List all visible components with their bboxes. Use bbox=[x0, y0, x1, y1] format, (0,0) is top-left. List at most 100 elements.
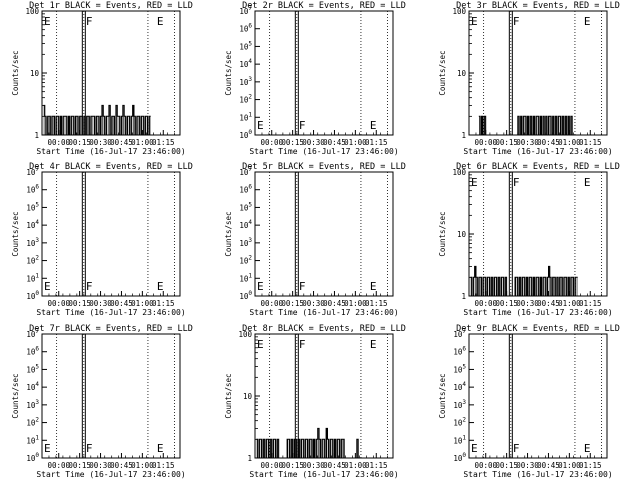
y-tick-exponent: 2 bbox=[248, 255, 252, 262]
y-tick-exponent: 5 bbox=[462, 363, 466, 370]
y-tick-label: 100 bbox=[239, 129, 252, 140]
y-tick-label: 102 bbox=[239, 94, 252, 105]
y-tick-label: 10 bbox=[457, 69, 467, 78]
x-tick-label: 00:15 bbox=[495, 138, 518, 147]
y-tick-exponent: 4 bbox=[248, 58, 252, 65]
series-line bbox=[43, 104, 151, 136]
series-line bbox=[478, 115, 574, 136]
y-tick-label: 104 bbox=[239, 58, 252, 69]
marker-e-right: E bbox=[157, 442, 164, 455]
marker-f: F bbox=[86, 280, 93, 293]
x-axis-label: Start Time (16-Jul-17 23:46:00) bbox=[36, 147, 185, 156]
y-axis-label: Counts/sec bbox=[224, 211, 233, 256]
x-axis-label: Start Time (16-Jul-17 23:46:00) bbox=[36, 470, 185, 479]
x-tick-label: 01:15 bbox=[579, 299, 602, 308]
x-tick-label: 00:15 bbox=[68, 299, 91, 308]
y-axis-label: Counts/sec bbox=[438, 211, 447, 256]
y-tick-label: 105 bbox=[453, 363, 466, 374]
marker-f: F bbox=[299, 280, 306, 293]
x-tick-label: 00:30 bbox=[89, 461, 112, 470]
marker-e-left: E bbox=[471, 176, 478, 189]
y-tick-exponent: 5 bbox=[248, 40, 252, 47]
y-tick-exponent: 1 bbox=[248, 111, 252, 118]
plot-frame bbox=[41, 171, 181, 297]
y-axis-label: Counts/sec bbox=[438, 50, 447, 95]
x-tick-label: 00:00 bbox=[47, 461, 70, 470]
y-tick-exponent: 7 bbox=[35, 166, 39, 173]
plot-frame bbox=[254, 10, 394, 136]
panel-det-1: Det 1r BLACK = Events, RED = LLD E F E 1 10 10… bbox=[11, 1, 193, 156]
y-tick-label: 10 bbox=[243, 392, 253, 401]
y-tick-exponent: 0 bbox=[248, 290, 252, 297]
marker-e-right: E bbox=[157, 15, 164, 28]
y-tick-exponent: 1 bbox=[462, 434, 466, 441]
panel-title: Det 1r BLACK = Events, RED = LLD bbox=[29, 1, 193, 11]
x-tick-label: 00:00 bbox=[474, 461, 497, 470]
x-tick-label: 01:00 bbox=[558, 299, 581, 308]
y-tick-exponent: 1 bbox=[35, 272, 39, 279]
y-tick-exponent: 7 bbox=[462, 328, 466, 335]
y-tick-label: 103 bbox=[26, 237, 39, 248]
y-tick-label: 100 bbox=[453, 452, 466, 463]
y-tick-label: 107 bbox=[239, 5, 252, 16]
x-axis-label: Start Time (16-Jul-17 23:46:00) bbox=[463, 147, 612, 156]
x-tick-label: 00:45 bbox=[110, 138, 133, 147]
y-tick-exponent: 3 bbox=[35, 399, 39, 406]
y-tick-label: 10 bbox=[457, 230, 467, 239]
panel-det-3: Det 3r BLACK = Events, RED = LLD E F E 1 10 10… bbox=[438, 1, 620, 156]
y-axis-label: Counts/sec bbox=[224, 373, 233, 418]
x-tick-label: 01:00 bbox=[344, 138, 367, 147]
y-tick-label: 106 bbox=[453, 346, 466, 357]
panel-title: Det 8r BLACK = Events, RED = LLD bbox=[242, 324, 406, 334]
y-tick-exponent: 1 bbox=[248, 272, 252, 279]
y-tick-exponent: 4 bbox=[462, 381, 466, 388]
marker-e-left: E bbox=[44, 442, 51, 455]
y-tick-exponent: 2 bbox=[35, 417, 39, 424]
marker-f: F bbox=[86, 442, 93, 455]
plot-frame bbox=[468, 333, 608, 459]
y-tick-exponent: 3 bbox=[462, 399, 466, 406]
x-tick-label: 00:15 bbox=[281, 299, 304, 308]
y-axis-label: Counts/sec bbox=[11, 211, 20, 256]
x-tick-label: 01:15 bbox=[152, 138, 175, 147]
y-tick-label: 104 bbox=[26, 219, 39, 230]
series-1 bbox=[43, 104, 151, 136]
x-tick-label: 01:00 bbox=[131, 299, 154, 308]
x-tick-label: 00:45 bbox=[323, 461, 346, 470]
y-tick-label: 106 bbox=[26, 184, 39, 195]
y-tick-exponent: 6 bbox=[35, 184, 39, 191]
marker-e-right: E bbox=[584, 176, 591, 189]
series-line bbox=[256, 427, 361, 459]
x-tick-label: 00:00 bbox=[474, 299, 497, 308]
marker-e-right: E bbox=[370, 119, 377, 132]
x-axis-label: Start Time (16-Jul-17 23:46:00) bbox=[249, 308, 398, 317]
y-tick-exponent: 5 bbox=[35, 201, 39, 208]
marker-f: F bbox=[86, 15, 93, 28]
x-tick-label: 00:45 bbox=[110, 461, 133, 470]
marker-e-left: E bbox=[44, 15, 51, 28]
x-axis-label: Start Time (16-Jul-17 23:46:00) bbox=[249, 470, 398, 479]
y-tick-label: 103 bbox=[239, 237, 252, 248]
y-tick-label: 104 bbox=[26, 381, 39, 392]
y-axis-label: Counts/sec bbox=[11, 373, 20, 418]
y-axis-label: Counts/sec bbox=[438, 373, 447, 418]
plot-frame bbox=[41, 333, 181, 459]
y-tick-label: 104 bbox=[453, 381, 466, 392]
y-tick-label: 101 bbox=[239, 111, 252, 122]
y-tick-label: 1 bbox=[34, 131, 39, 140]
panel-title: Det 6r BLACK = Events, RED = LLD bbox=[456, 162, 620, 172]
y-tick-label: 102 bbox=[26, 255, 39, 266]
x-tick-label: 01:15 bbox=[579, 461, 602, 470]
y-tick-label: 105 bbox=[26, 201, 39, 212]
x-tick-label: 01:15 bbox=[365, 461, 388, 470]
y-tick-label: 100 bbox=[239, 290, 252, 301]
marker-e-right: E bbox=[370, 338, 377, 351]
y-tick-exponent: 2 bbox=[35, 255, 39, 262]
panel-det-8: Det 8r BLACK = Events, RED = LLD E F E 1 10 10… bbox=[224, 324, 406, 479]
x-tick-label: 01:00 bbox=[558, 138, 581, 147]
y-axis-label: Counts/sec bbox=[224, 50, 233, 95]
